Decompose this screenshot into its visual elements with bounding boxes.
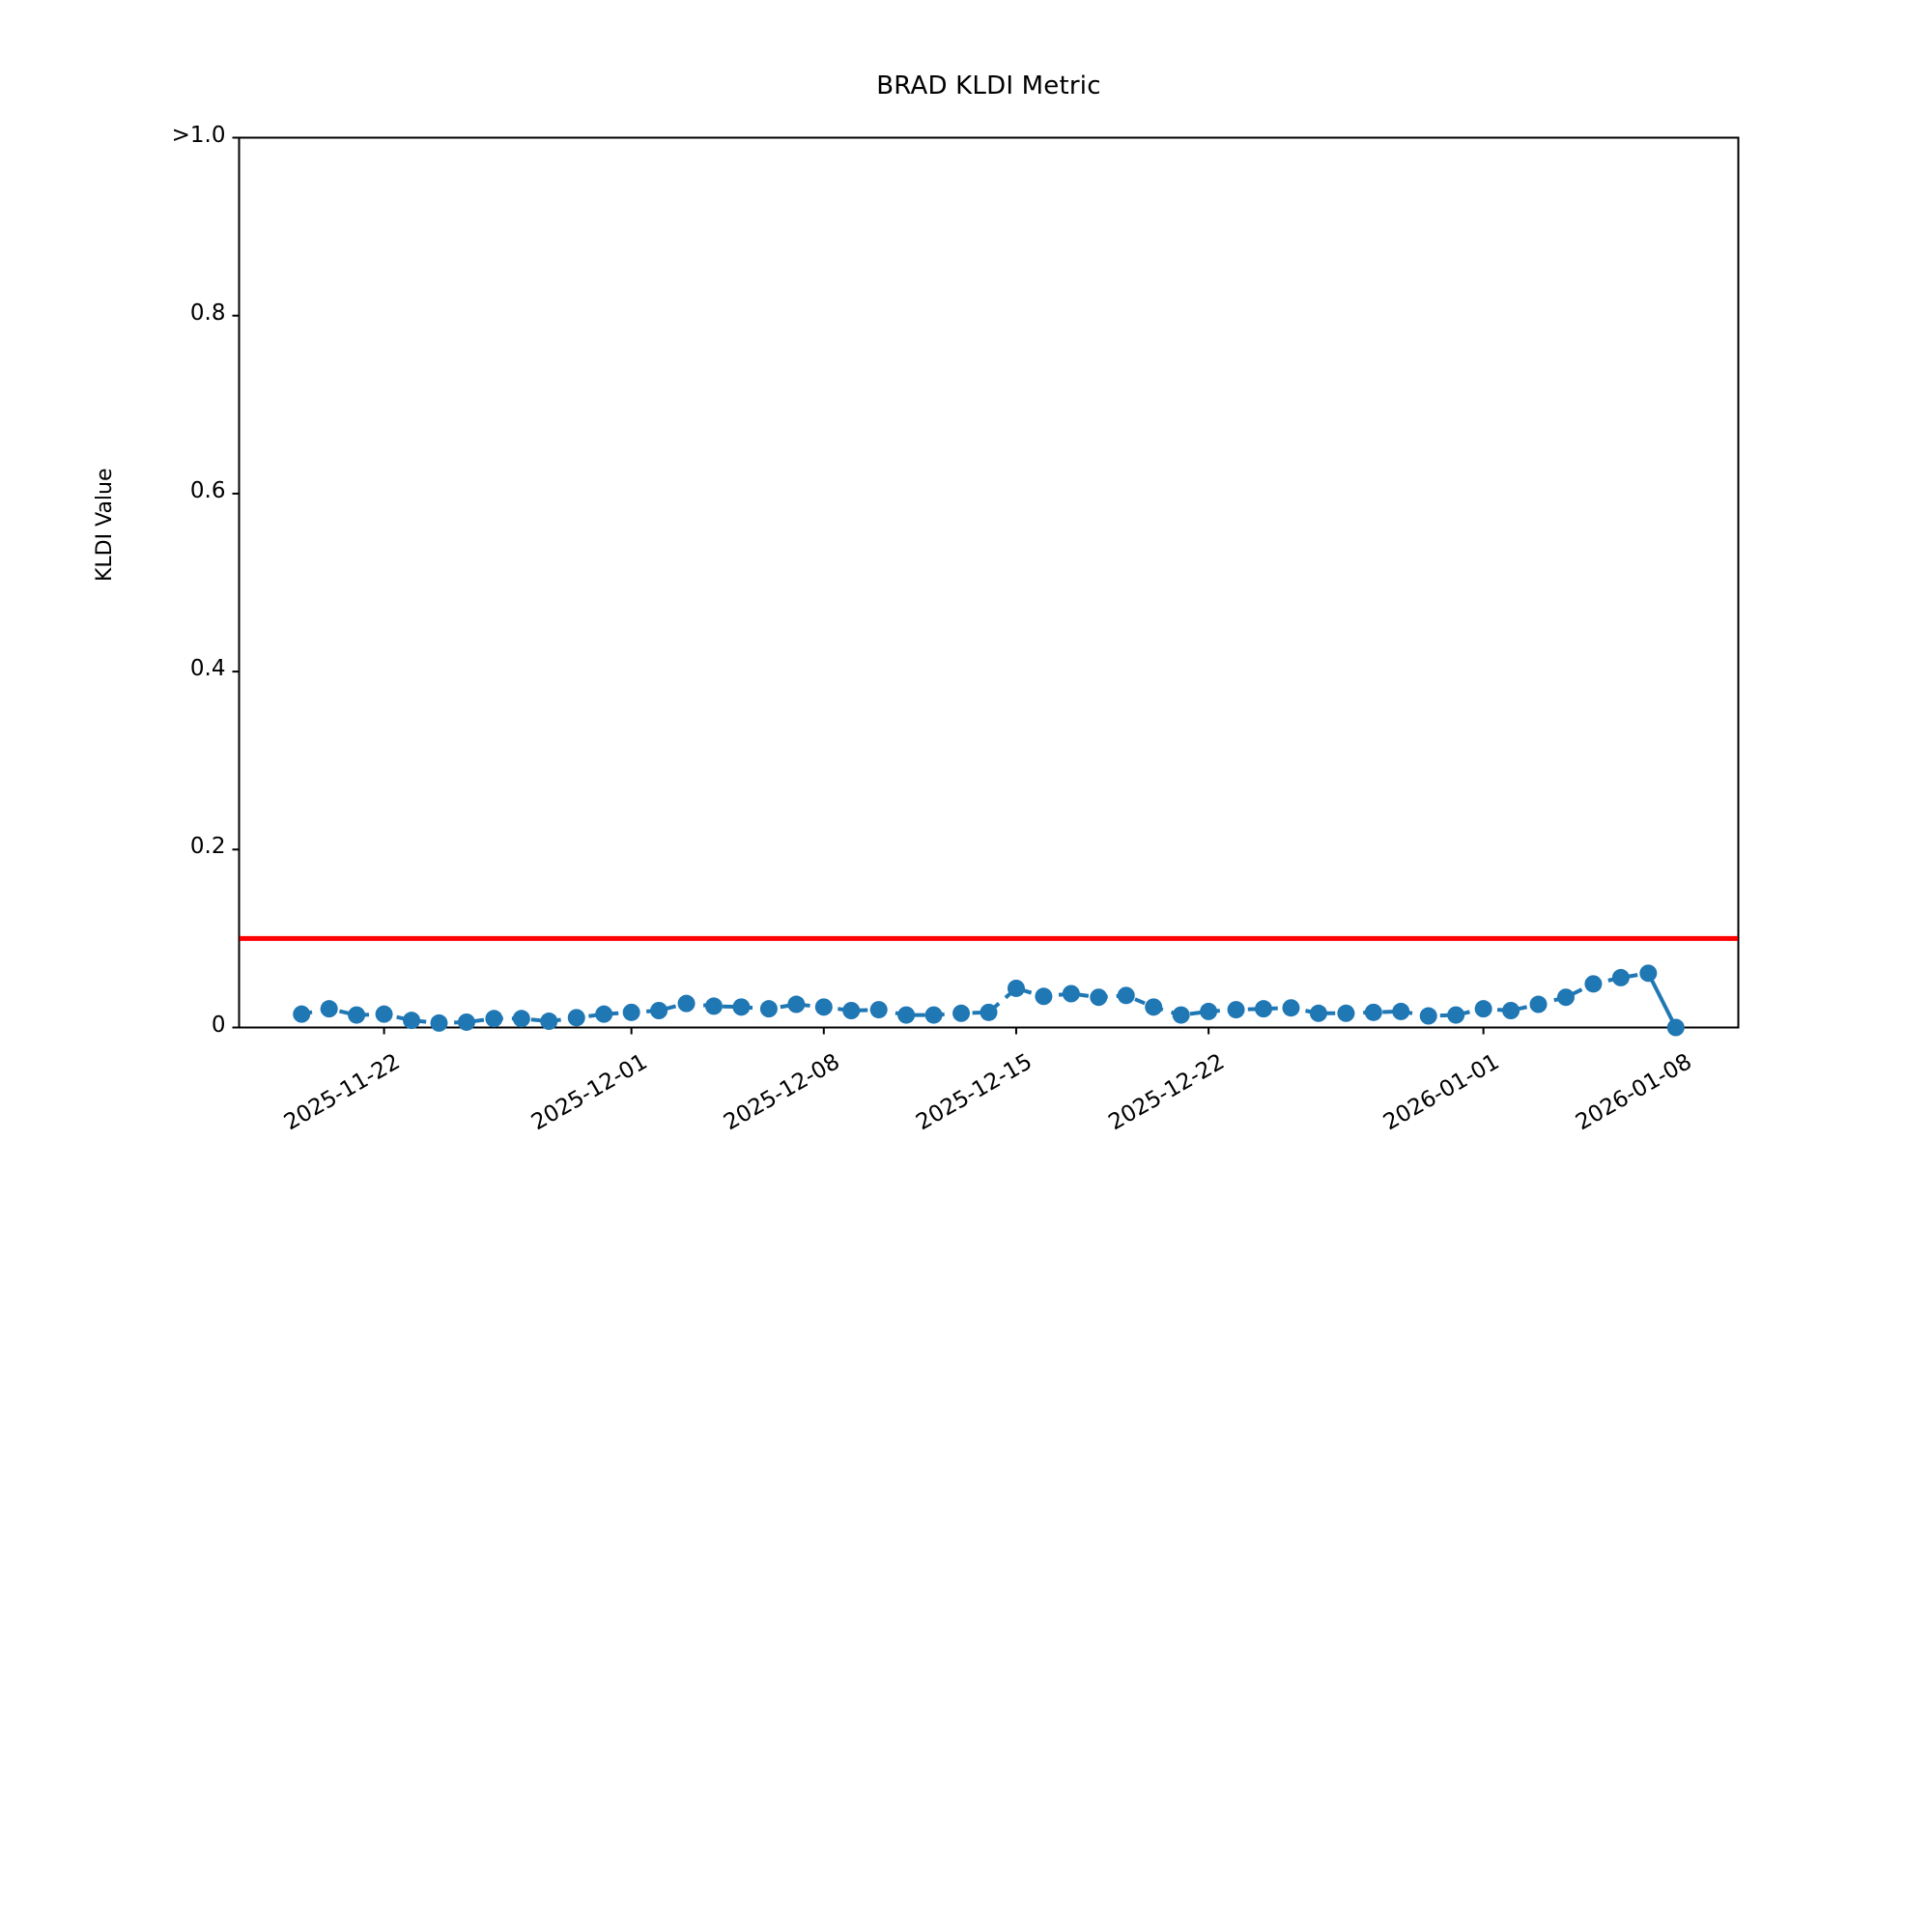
data-point (787, 996, 805, 1013)
data-point (1475, 1000, 1492, 1017)
data-point (1063, 985, 1080, 1003)
series-line (301, 973, 1648, 1023)
series-line-tail (1648, 973, 1675, 1027)
y-tick-label: 0.4 (190, 656, 226, 681)
data-point (842, 1002, 860, 1019)
axes-frame (240, 138, 1739, 1028)
data-point (925, 1007, 943, 1024)
y-tick-marks (233, 138, 240, 1028)
data-point (623, 1004, 640, 1021)
data-point (1557, 988, 1575, 1006)
data-point (1035, 987, 1052, 1005)
data-point (1365, 1004, 1382, 1021)
data-point (1255, 1000, 1272, 1017)
series-markers (293, 964, 1685, 1036)
data-point (678, 995, 696, 1013)
data-point (403, 1012, 420, 1029)
data-point (1090, 988, 1107, 1006)
data-point (1667, 1019, 1685, 1037)
data-point (1118, 986, 1135, 1004)
data-point (650, 1002, 668, 1019)
y-tick-label: 0.6 (190, 478, 226, 503)
y-tick-label: 0.2 (190, 834, 226, 859)
plot-area (0, 0, 1932, 1159)
y-tick-label: 0 (212, 1013, 226, 1038)
data-point (1008, 980, 1025, 997)
data-point (1447, 1007, 1464, 1024)
data-point (1612, 969, 1630, 986)
data-point (1502, 1002, 1520, 1019)
data-point (513, 1010, 530, 1027)
data-point (760, 1000, 778, 1017)
data-point (980, 1004, 998, 1021)
data-point (1200, 1003, 1217, 1020)
data-point (815, 998, 833, 1015)
data-point (952, 1005, 970, 1022)
data-point (705, 997, 723, 1014)
data-point (595, 1006, 612, 1023)
x-tick-marks (384, 1028, 1676, 1035)
data-point (1173, 1007, 1190, 1024)
data-point (376, 1006, 393, 1023)
data-point (1337, 1005, 1354, 1022)
data-point (1310, 1005, 1327, 1022)
data-point (321, 1000, 338, 1017)
y-tick-label: 0.8 (190, 300, 226, 326)
data-point (870, 1001, 888, 1018)
data-point (1530, 996, 1548, 1013)
data-point (293, 1006, 310, 1023)
data-point (1145, 998, 1162, 1015)
y-tick-label: >1.0 (172, 123, 226, 148)
data-point (430, 1014, 447, 1032)
data-point (458, 1013, 475, 1031)
data-point (1228, 1001, 1245, 1018)
data-point (540, 1013, 557, 1030)
data-point (1584, 975, 1602, 992)
data-point (348, 1007, 365, 1024)
data-point (1282, 999, 1299, 1016)
data-point (568, 1009, 585, 1026)
data-point (732, 998, 750, 1015)
data-point (485, 1010, 502, 1027)
data-point (1639, 964, 1657, 982)
data-point (1392, 1003, 1409, 1020)
data-point (1420, 1008, 1437, 1025)
data-point (897, 1007, 915, 1024)
